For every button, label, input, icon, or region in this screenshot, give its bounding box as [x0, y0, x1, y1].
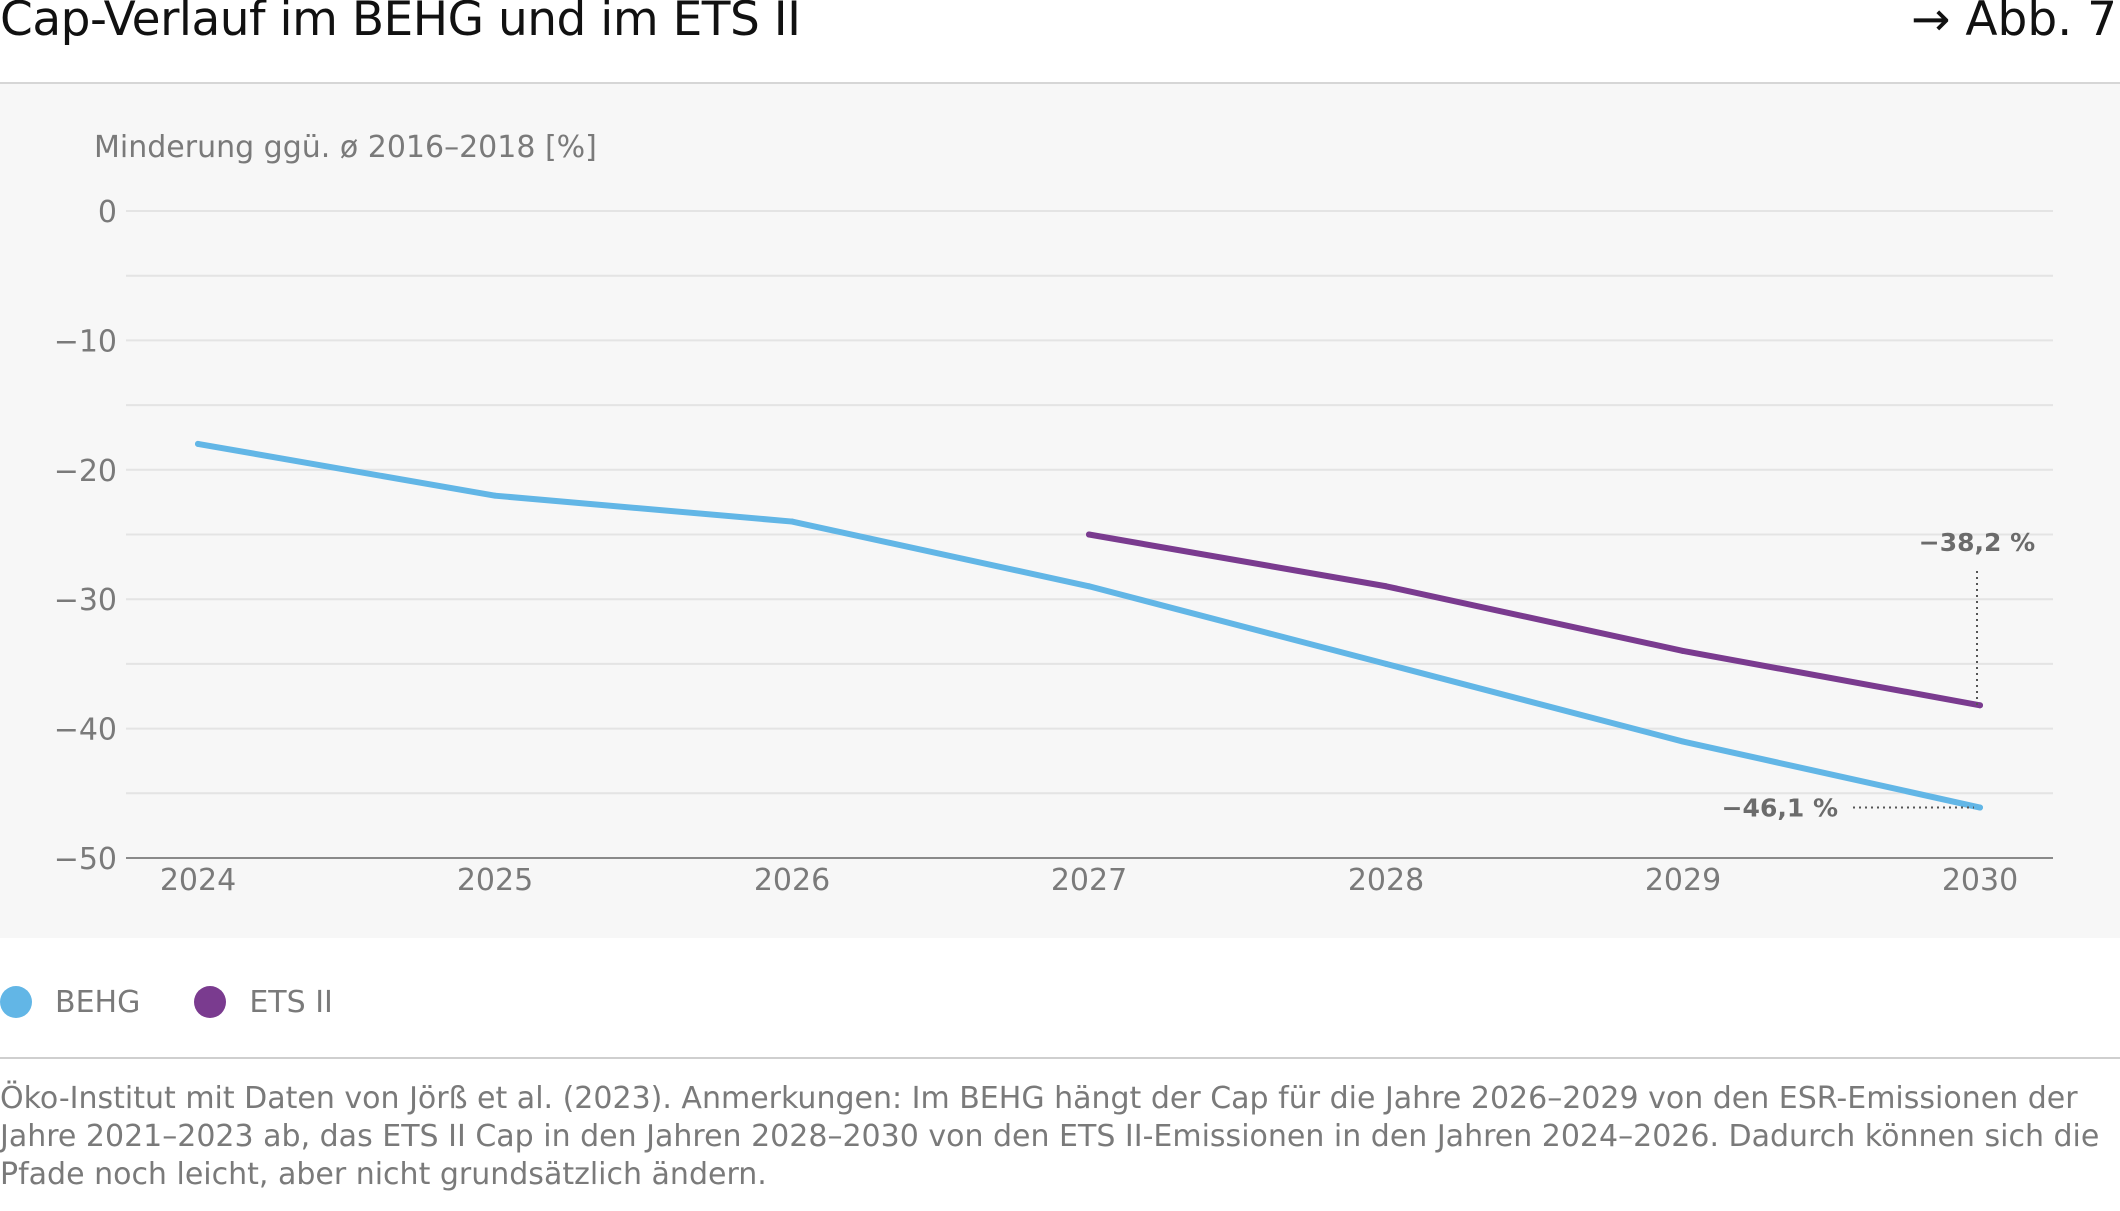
x-tick-label: 2027 [1051, 863, 1127, 898]
y-axis-ticks: 0 −10 −20 −30 −40 −50 [54, 195, 117, 877]
x-tick-label: 2026 [754, 863, 830, 898]
data-point-behg [1680, 738, 1686, 745]
x-tick-label: 2029 [1645, 863, 1721, 898]
legend-label-ets2: ETS II [249, 984, 333, 1020]
x-tick-label: 2025 [457, 863, 533, 898]
legend: BEHG ETS II [0, 982, 387, 1022]
legend-swatch-behg [0, 986, 32, 1018]
y-tick-label: −50 [54, 842, 117, 877]
legend-item-behg: BEHG [0, 985, 140, 1020]
series-line-ets-ii [1086, 531, 1983, 709]
chart-title: Cap-Verlauf im BEHG und im ETS II [0, 0, 801, 47]
data-point-behg [1086, 583, 1092, 590]
data-point-behg [492, 492, 498, 499]
top-divider [0, 82, 2120, 84]
legend-label-behg: BEHG [55, 984, 141, 1020]
data-point-ets-ii [1086, 531, 1092, 538]
y-tick-label: −30 [54, 583, 117, 618]
x-tick-label: 2028 [1348, 863, 1424, 898]
data-point-behg [789, 518, 795, 525]
legend-swatch-ets2 [194, 986, 227, 1018]
data-point-ets-ii [1977, 702, 1983, 709]
y-tick-label: −20 [54, 454, 117, 489]
series-line-behg [195, 440, 1983, 811]
annotation-label-ets2: −38,2 % [1919, 528, 2035, 557]
y-tick-label: −10 [54, 324, 117, 359]
grid-lines [126, 210, 2053, 795]
source-note: Öko-Institut mit Daten von Jörß et al. (… [0, 1081, 2100, 1192]
data-point-behg [1383, 660, 1389, 667]
bottom-divider [0, 1057, 2120, 1059]
y-tick-label: 0 [98, 195, 117, 230]
data-point-ets-ii [1383, 583, 1389, 590]
legend-item-ets2: ETS II [194, 985, 333, 1020]
y-axis-label: Minderung ggü. ø 2016–2018 [%] [94, 130, 597, 165]
x-axis: 2024 2025 2026 2027 2028 2029 2030 [126, 857, 2053, 898]
series-lines [195, 440, 1983, 811]
data-point-behg [195, 440, 201, 447]
data-point-ets-ii [1680, 647, 1686, 654]
x-tick-label: 2030 [1942, 863, 2018, 898]
annotation-label-behg: −46,1 % [1722, 794, 1838, 823]
y-tick-label: −40 [54, 713, 117, 748]
x-tick-label: 2024 [160, 863, 236, 898]
line-chart: 0−10−20−30−40−50 2024 2025 2026 2027 2028 202… [54, 130, 2053, 898]
annotations: −38,2 % −46,1 % [1722, 528, 2036, 823]
data-point-behg [1977, 804, 1983, 811]
chart-panel: 0 −10 −20 −30 −40 −50 2024 2025 2026 2027 2028 202… [0, 84, 2120, 938]
figure-reference-link[interactable]: → Abb. 7 [1911, 0, 2117, 47]
